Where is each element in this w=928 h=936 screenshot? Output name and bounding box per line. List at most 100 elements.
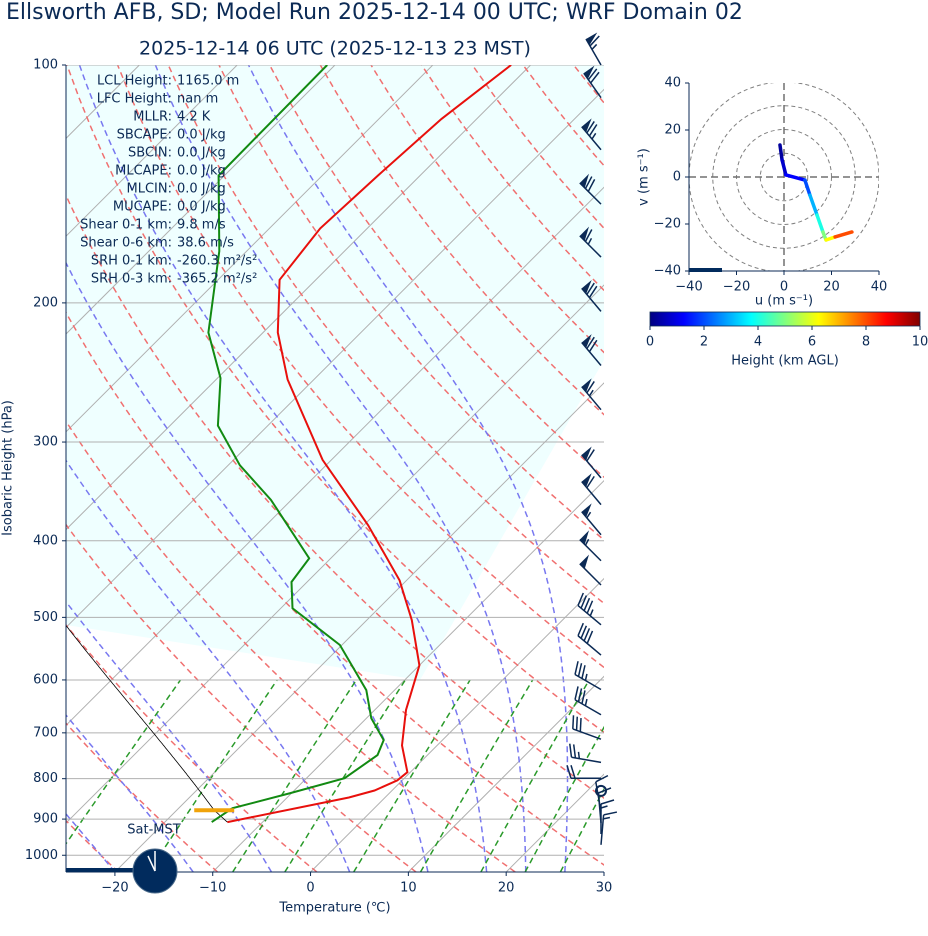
barb-flag [579,530,589,545]
barb-staff [581,342,602,366]
isotherm [310,577,604,872]
mixing-ratio-line [419,679,534,872]
hodo-segment [815,213,825,234]
barb-half [589,609,594,617]
y-tick-label: 40 [664,76,681,91]
moist-adiabat [78,65,488,872]
wind-barb [579,226,602,258]
isotherm [66,65,238,237]
barb-half [603,816,611,820]
barb-half [591,43,598,50]
isotherm [66,65,434,433]
stat-value: 9.8 m/s [177,218,226,233]
barb-half [586,511,592,519]
y-tick-label: 1000 [25,848,58,863]
stat-value: 0.0 J/kg [177,146,226,161]
barb-full [588,339,598,353]
barb-flag [579,226,589,241]
y-axis-label: Isobaric Height (hPa) [1,400,16,536]
shade [66,65,604,680]
barb-full [574,661,579,675]
x-tick-label: 20 [823,280,840,295]
x-tick-label: 30 [596,881,613,896]
x-tick-label: −10 [199,881,226,896]
wind-barb [583,65,602,99]
barb-flag [579,554,589,569]
barb-half [584,673,588,681]
stat-label: SRH 0-3 km: [91,272,172,287]
barb-staff [579,235,602,258]
wind-barb [577,592,602,626]
moist-adiabat [66,812,116,872]
colorbar-tick-label: 8 [862,335,870,350]
barb-full [595,774,609,783]
plot-area [66,65,928,872]
stat-value: 1165.0 m [177,74,239,89]
wind-barb [581,378,602,411]
moist-adiabat [66,713,194,872]
stat-label: MLCIN: [127,182,172,197]
dry-adiabat [218,65,604,541]
mixing-ratio-line [284,679,406,872]
barb-full [584,229,593,242]
barb-staff [581,287,602,312]
colorbar-tick-label: 6 [808,335,816,350]
isotherm [603,871,604,872]
isotherm [66,65,531,531]
dry-adiabat [726,65,928,872]
barb-half [584,698,588,706]
barb-full [566,765,572,779]
mixing-ratio-line [148,679,278,872]
stat-value: -365.2 m²/s² [177,272,257,287]
barb-full [586,475,595,489]
barb-flag [581,334,592,348]
wind-barb [581,334,602,366]
y-tick-label: 20 [664,123,681,138]
barb-flag [586,32,598,46]
barb-staff [581,126,602,151]
moist-adiabat [154,65,527,872]
barb-full [590,71,600,84]
barb-flag [581,280,592,294]
barb-flag [581,118,592,133]
barb-full [577,688,583,702]
y-tick-label: 500 [33,610,58,625]
barb-staff [581,454,602,479]
barb-staff [581,481,602,506]
profiles [66,65,512,824]
stat-label: SBCAPE: [117,128,172,143]
dry-adiabat [66,523,417,872]
barb-flag [581,378,592,393]
isotherm [66,284,604,824]
barb-half [577,751,581,759]
barb-full [586,630,594,644]
chart-title: Ellsworth AFB, SD; Model Run 2025-12-14 … [6,0,743,25]
colorbar-tick-label: 4 [754,335,762,350]
mixing-ratio-line [353,679,471,872]
dry-adiabat [268,65,604,479]
barb-full [584,176,593,189]
wind-barb [581,280,602,312]
hodo-segment [833,230,854,239]
x-tick-label: 40 [871,280,888,295]
isotherm [702,65,928,872]
barb-full [580,625,588,639]
profile-line [207,65,385,823]
barb-half [588,389,594,397]
wind-barb [572,715,602,740]
stat-label: SBCIN: [128,146,172,161]
dry-adiabat [66,722,219,872]
barb-staff [583,72,602,99]
x-tick-label: −20 [101,881,128,896]
barb-full [581,690,586,704]
profile-line [227,65,512,824]
x-tick-label: 0 [780,280,788,295]
isotherm [408,675,604,872]
barb-full [577,622,585,637]
stat-label: Shear 0-6 km: [80,236,172,251]
stat-label: MUCAPE: [113,200,172,215]
barb-full [569,743,573,758]
barb-full [588,285,598,298]
